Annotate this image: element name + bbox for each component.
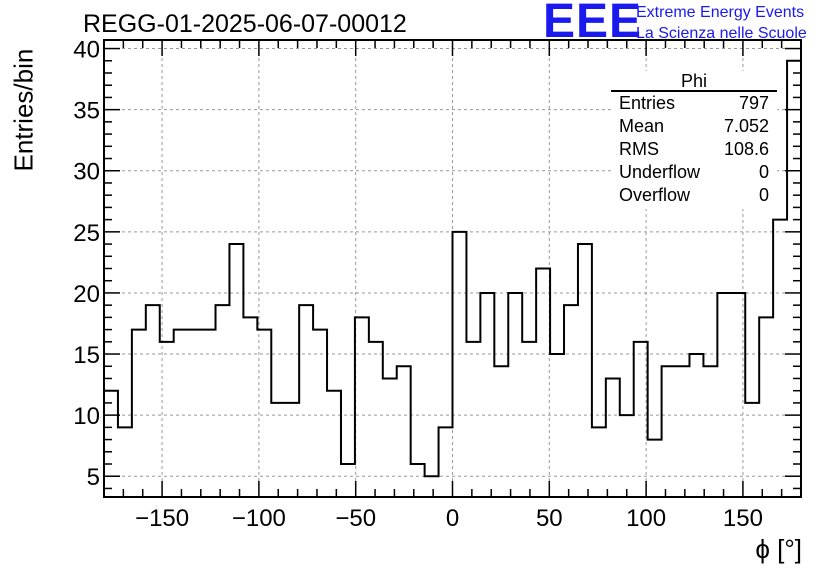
y-axis-label: Entries/bin xyxy=(8,48,39,172)
stats-box: Phi Entries 797 Mean 7.052 RMS 108.6 Und… xyxy=(611,71,777,209)
y-tick-labels: 5 10 15 20 25 30 35 40 xyxy=(73,37,100,492)
logo-line-2: La Scienza nelle Scuole xyxy=(636,25,807,42)
x-axis-label: ϕ [°] xyxy=(755,534,802,564)
stats-value: 108.6 xyxy=(723,139,769,159)
histogram-line xyxy=(104,59,801,478)
x-tick-label: −100 xyxy=(232,505,286,532)
stats-title: Phi xyxy=(680,71,707,91)
eee-logo: EEE xyxy=(543,0,643,48)
stats-label: RMS xyxy=(619,139,659,159)
y-tick-label: 25 xyxy=(73,220,100,247)
stats-value: 0 xyxy=(758,185,769,205)
x-tick-label: 0 xyxy=(446,505,459,532)
stats-divider xyxy=(611,90,777,92)
stats-label: Mean xyxy=(619,116,665,136)
y-tick-label: 5 xyxy=(87,464,100,491)
logo-line-1: Extreme Energy Events xyxy=(636,4,805,21)
stats-row-mean: Mean 7.052 xyxy=(619,116,769,138)
y-tick-label: 30 xyxy=(73,159,100,186)
y-tick-label: 15 xyxy=(73,342,100,369)
x-tick-label: −50 xyxy=(335,505,376,532)
y-tick-label: 10 xyxy=(73,403,100,430)
stats-label: Overflow xyxy=(619,185,691,205)
plot-frame xyxy=(103,39,802,498)
x-tick-labels: −150 −100 −50 0 50 100 150 xyxy=(135,505,763,532)
stats-label: Entries xyxy=(619,93,676,113)
x-tick-label: 150 xyxy=(723,505,763,532)
y-tick-label: 35 xyxy=(73,98,100,125)
x-tick-label: −150 xyxy=(135,505,189,532)
stats-row-entries: Entries 797 xyxy=(619,93,769,115)
stats-value: 7.052 xyxy=(723,116,769,136)
y-tick-label: 20 xyxy=(73,281,100,308)
chart-title: REGG-01-2025-06-07-00012 xyxy=(83,10,407,38)
stats-row-underflow: Underflow 0 xyxy=(619,162,769,184)
x-tick-label: 50 xyxy=(536,505,563,532)
x-tick-label: 100 xyxy=(626,505,666,532)
stats-row-rms: RMS 108.6 xyxy=(619,139,769,161)
stats-value: 0 xyxy=(758,162,769,182)
stats-value: 797 xyxy=(738,93,769,113)
y-tick-label: 40 xyxy=(73,37,100,64)
stats-label: Underflow xyxy=(619,162,701,182)
stats-row-overflow: Overflow 0 xyxy=(619,185,769,207)
